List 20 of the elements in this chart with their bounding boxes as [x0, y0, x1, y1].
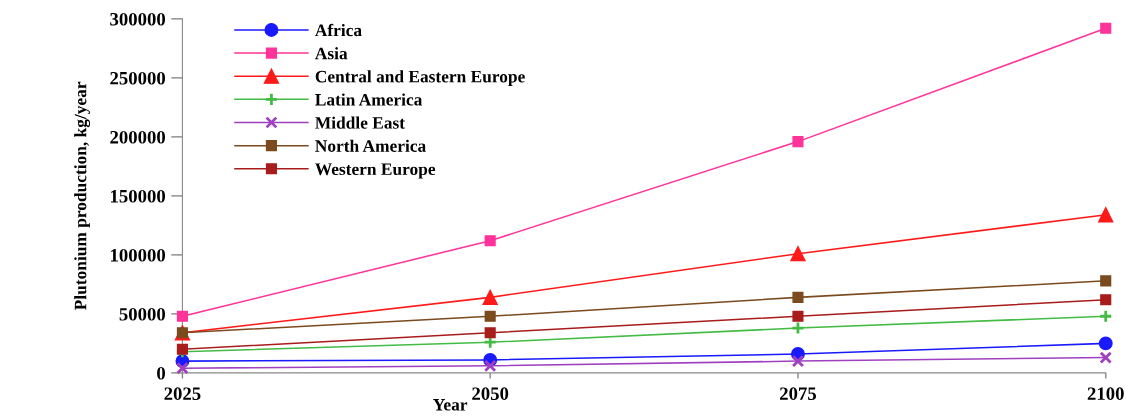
y-tick-label: 200000 [110, 130, 166, 144]
y-tick-label: 0 [157, 366, 166, 380]
legend-label: Africa [315, 23, 362, 37]
legend-label: Western Europe [315, 163, 436, 179]
legend-label: Latin America [315, 93, 423, 106]
x-axis-title: Year [433, 399, 468, 411]
x-tick-label: 2075 [780, 387, 817, 400]
legend-label: Asia [315, 47, 348, 60]
y-tick-label: 300000 [110, 12, 166, 26]
y-tick-label: 250000 [110, 71, 166, 85]
y-tick-label: 150000 [111, 189, 166, 203]
legend-label: Central and Eastern Europe [315, 70, 525, 86]
x-tick-label: 2100 [1087, 387, 1124, 400]
y-tick-label: 50000 [119, 307, 166, 321]
x-tick-label: 2025 [164, 387, 201, 400]
legend-label: Middle East [315, 116, 405, 129]
legend-label: North America [315, 139, 426, 152]
y-tick-label: 100000 [111, 248, 166, 262]
x-tick-label: 2050 [472, 387, 509, 400]
y-axis-title: Plutonium production, kg/year [74, 81, 91, 310]
